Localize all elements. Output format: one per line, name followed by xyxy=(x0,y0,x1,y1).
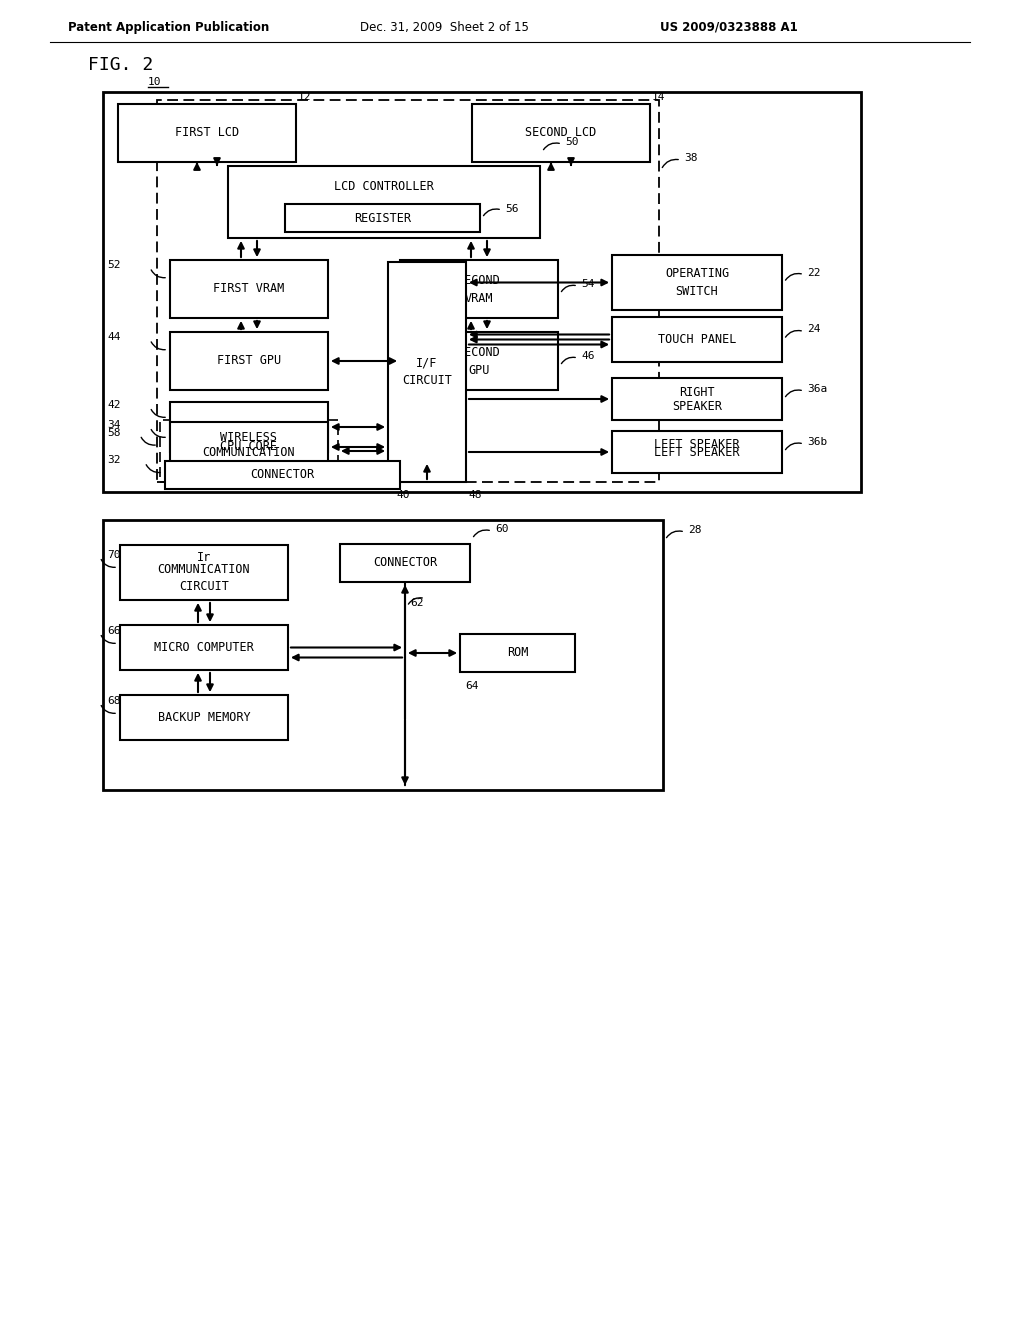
Text: 14: 14 xyxy=(652,92,666,102)
Bar xyxy=(160,420,338,482)
Bar xyxy=(400,333,558,389)
Text: 38: 38 xyxy=(684,153,697,162)
Text: LEFT SPEAKER: LEFT SPEAKER xyxy=(654,438,739,451)
Text: 34: 34 xyxy=(106,420,121,430)
Text: 42: 42 xyxy=(106,400,121,411)
Text: FIRST LCD: FIRST LCD xyxy=(175,127,239,140)
Text: OPERATING: OPERATING xyxy=(665,267,729,280)
Text: CONNECTOR: CONNECTOR xyxy=(251,469,314,482)
Bar xyxy=(285,205,480,232)
Text: COMMUNICATION: COMMUNICATION xyxy=(158,564,250,577)
Text: US 2009/0323888 A1: US 2009/0323888 A1 xyxy=(660,21,798,33)
Text: CIRCUIT: CIRCUIT xyxy=(402,375,452,388)
Text: 28: 28 xyxy=(688,525,701,535)
Text: TOUCH PANEL: TOUCH PANEL xyxy=(657,333,736,346)
Text: SPEAKER: SPEAKER xyxy=(672,400,722,412)
Text: 68: 68 xyxy=(106,696,121,706)
Bar xyxy=(120,545,288,601)
Text: SWITCH: SWITCH xyxy=(676,285,719,298)
Text: 60: 60 xyxy=(495,524,509,535)
Bar xyxy=(120,696,288,741)
Text: CPU CORE: CPU CORE xyxy=(220,441,278,454)
Text: 66: 66 xyxy=(106,626,121,636)
Text: SECOND LCD: SECOND LCD xyxy=(525,127,597,140)
Text: 10: 10 xyxy=(148,77,162,87)
Text: CIRCUIT: CIRCUIT xyxy=(179,579,229,593)
Text: 64: 64 xyxy=(465,681,478,690)
Text: Ir: Ir xyxy=(197,550,211,564)
Bar xyxy=(157,100,659,482)
Text: ROM: ROM xyxy=(507,647,528,660)
Text: 36a: 36a xyxy=(807,384,827,393)
Text: 52: 52 xyxy=(106,260,121,271)
Bar xyxy=(103,92,861,492)
Bar xyxy=(165,461,400,488)
Text: 58: 58 xyxy=(106,428,121,438)
Text: I/F: I/F xyxy=(417,356,437,370)
Bar xyxy=(170,403,328,451)
Text: 54: 54 xyxy=(581,279,595,289)
Text: PORTION: PORTION xyxy=(224,461,274,474)
Text: 62: 62 xyxy=(410,598,424,609)
Text: CONNECTOR: CONNECTOR xyxy=(373,557,437,569)
Bar xyxy=(612,378,782,420)
Text: GPU: GPU xyxy=(468,363,489,376)
Text: VRAM: VRAM xyxy=(465,292,494,305)
Text: WIRELESS: WIRELESS xyxy=(220,430,278,444)
Text: 44: 44 xyxy=(106,333,121,342)
Bar xyxy=(120,624,288,671)
Text: FIG. 2: FIG. 2 xyxy=(88,55,154,74)
Text: Patent Application Publication: Patent Application Publication xyxy=(68,21,269,33)
Text: 22: 22 xyxy=(807,268,820,277)
Text: 56: 56 xyxy=(505,205,518,214)
Bar xyxy=(612,255,782,310)
Bar xyxy=(340,544,470,582)
Text: 32: 32 xyxy=(106,455,121,465)
Text: REGISTER: REGISTER xyxy=(354,211,411,224)
Bar xyxy=(118,104,296,162)
Text: LEFT SPEAKER: LEFT SPEAKER xyxy=(654,446,739,458)
Text: 48: 48 xyxy=(468,490,481,500)
Text: 12: 12 xyxy=(298,92,311,102)
Text: RIGHT: RIGHT xyxy=(679,385,715,399)
Bar xyxy=(612,432,782,473)
Text: 70: 70 xyxy=(106,550,121,560)
Text: 40: 40 xyxy=(396,490,410,500)
Bar xyxy=(170,260,328,318)
Bar xyxy=(460,634,575,672)
Text: MICRO COMPUTER: MICRO COMPUTER xyxy=(155,642,254,653)
Bar xyxy=(170,422,328,473)
Bar xyxy=(472,104,650,162)
Text: RAM: RAM xyxy=(239,421,260,433)
Bar xyxy=(388,261,466,482)
Bar xyxy=(400,260,558,318)
Text: COMMUNICATION: COMMUNICATION xyxy=(203,446,295,459)
Text: BACKUP MEMORY: BACKUP MEMORY xyxy=(158,711,250,723)
Bar xyxy=(612,317,782,362)
Text: FIRST GPU: FIRST GPU xyxy=(217,355,281,367)
Text: LCD CONTROLLER: LCD CONTROLLER xyxy=(334,180,434,193)
Bar xyxy=(228,166,540,238)
Text: SECOND: SECOND xyxy=(458,346,501,359)
Text: FIRST VRAM: FIRST VRAM xyxy=(213,282,285,296)
Text: SECOND: SECOND xyxy=(458,273,501,286)
Bar xyxy=(170,333,328,389)
Bar xyxy=(103,520,663,789)
Text: 36b: 36b xyxy=(807,437,827,447)
Text: 24: 24 xyxy=(807,325,820,334)
Text: 46: 46 xyxy=(581,351,595,360)
Text: Dec. 31, 2009  Sheet 2 of 15: Dec. 31, 2009 Sheet 2 of 15 xyxy=(360,21,528,33)
Text: 50: 50 xyxy=(565,137,579,147)
